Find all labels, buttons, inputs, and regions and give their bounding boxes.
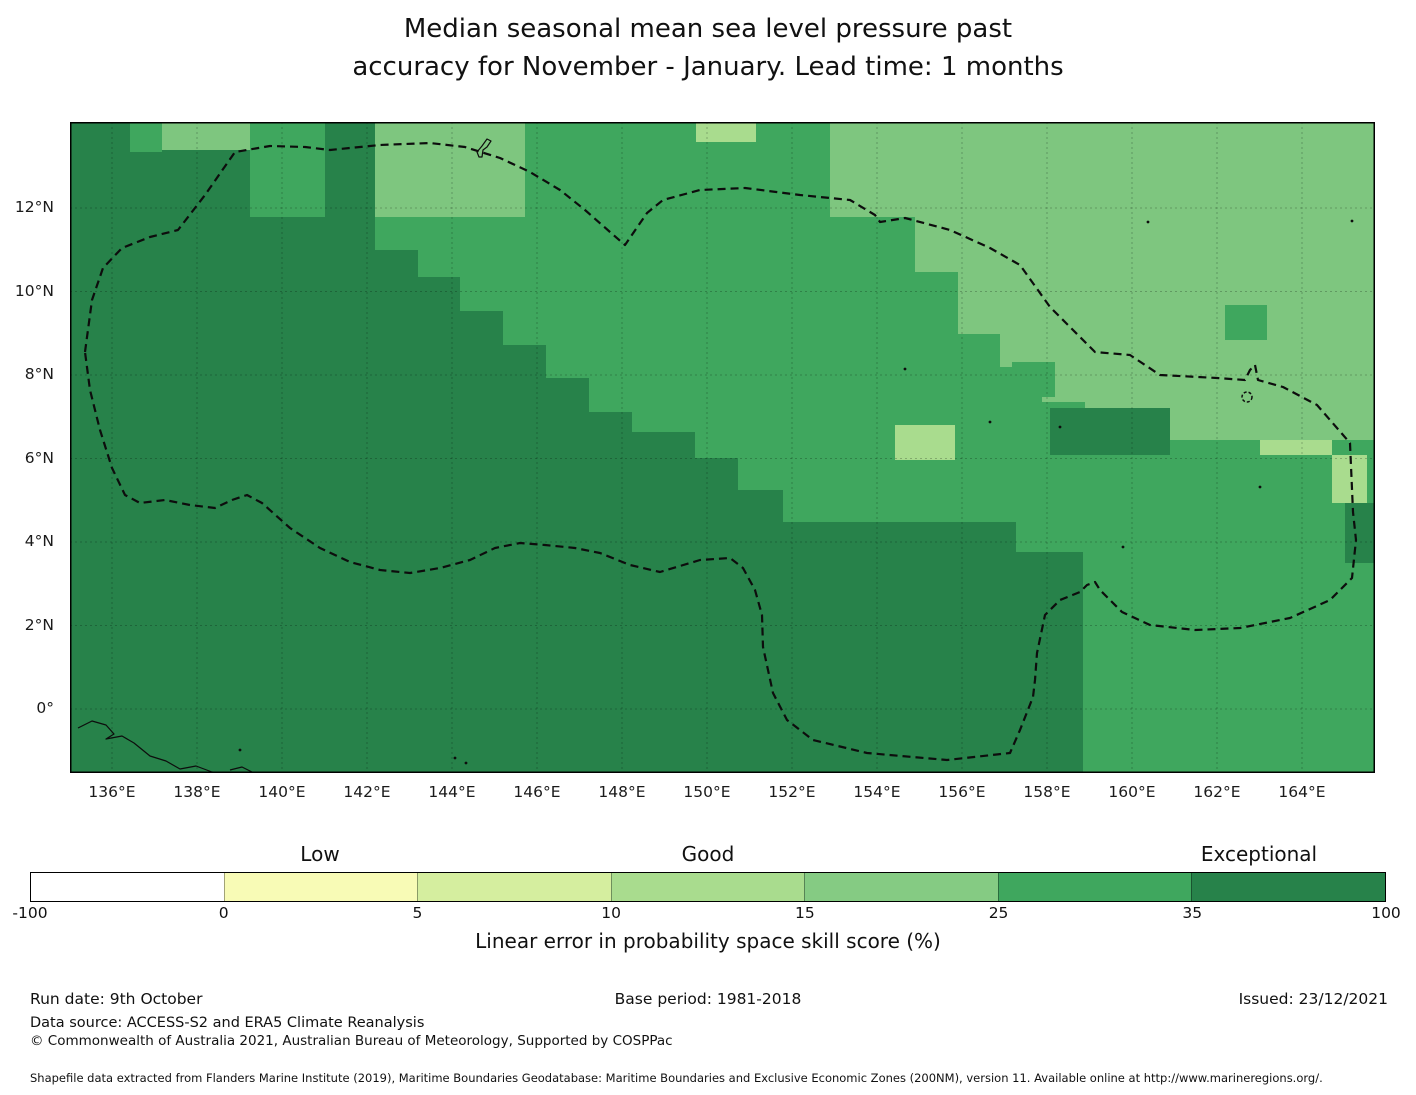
colorbar-segment <box>610 873 805 901</box>
lon-tick-label: 152°E <box>768 783 816 801</box>
skill-cell-15-25 <box>375 122 525 217</box>
chart-title: Median seasonal mean sea level pressure … <box>0 10 1416 86</box>
skill-cell-25-35 <box>1012 362 1055 397</box>
colorbar-category-labels: Low Good Exceptional <box>0 842 1416 868</box>
skill-cell-25-35 <box>130 122 162 152</box>
colorbar-tick-label: -100 <box>12 904 48 922</box>
latitude-axis-labels: 12°N 10°N 8°N 6°N 4°N 2°N 0° <box>0 122 62 773</box>
colorbar-segment <box>1191 873 1386 901</box>
lon-tick-label: 158°E <box>1023 783 1071 801</box>
colorbar-tick-label: 35 <box>1182 904 1203 922</box>
lat-tick-label: 12°N <box>14 198 54 216</box>
lon-tick-label: 160°E <box>1108 783 1156 801</box>
lon-tick-label: 136°E <box>88 783 136 801</box>
island-dot <box>464 761 468 765</box>
lat-tick-label: 8°N <box>24 365 54 383</box>
island-dot <box>1058 425 1062 429</box>
run-date-text: Run date: 9th October <box>30 990 203 1008</box>
island-dot <box>1350 219 1354 223</box>
base-period-text: Base period: 1981-2018 <box>614 990 802 1008</box>
lat-tick-label: 10°N <box>14 281 54 300</box>
lon-tick-label: 142°E <box>343 783 391 801</box>
colorbar-tick-labels: -100 0 5 10 15 25 35 100 <box>12 904 1400 924</box>
copyright-text: © Commonwealth of Australia 2021, Austra… <box>30 1033 673 1049</box>
map-frame <box>70 122 1375 773</box>
colorbar <box>30 872 1386 902</box>
colorbar-category-low: Low <box>300 842 340 866</box>
lon-tick-label: 138°E <box>173 783 221 801</box>
skill-region-15-25 <box>830 122 1375 440</box>
lat-tick-label: 4°N <box>24 532 54 550</box>
lon-tick-label: 164°E <box>1278 783 1326 801</box>
chart-title-line2: accuracy for November - January. Lead ti… <box>352 52 1064 82</box>
colorbar-category-exceptional: Exceptional <box>1200 842 1318 866</box>
island-dot <box>453 756 457 760</box>
lon-tick-label: 146°E <box>513 783 561 801</box>
skill-cell-10-15 <box>696 122 756 142</box>
eez-dashed-boundary <box>83 141 1358 762</box>
longitude-axis-labels: 136°E 138°E 140°E 142°E 144°E 146°E 148°E 150°E… <box>70 781 1375 805</box>
data-source-text: Data source: ACCESS-S2 and ERA5 Climate … <box>30 1015 425 1031</box>
colorbar-segment <box>31 873 224 901</box>
colorbar-category-good: Good <box>681 842 735 866</box>
colorbar-tick-label: 5 <box>412 904 423 922</box>
lon-tick-label: 154°E <box>853 783 901 801</box>
skill-cell-35-100 <box>1050 408 1170 455</box>
skill-cell-10-15 <box>1332 455 1367 503</box>
colorbar-tick-label: 100 <box>1371 904 1401 922</box>
colorbar-tick-label: 25 <box>988 904 1009 922</box>
colorbar-tick-label: 10 <box>601 904 622 922</box>
coastline <box>77 720 221 773</box>
island-dot <box>1121 545 1125 549</box>
island-dot <box>903 367 907 371</box>
chart-title-line1: Median seasonal mean sea level pressure … <box>403 14 1013 44</box>
lat-tick-label: 2°N <box>24 615 54 634</box>
colorbar-tick-label: 15 <box>794 904 815 922</box>
island-dot <box>1146 220 1150 224</box>
lat-tick-label: 0° <box>36 699 54 717</box>
shapefile-attribution-text: Shapefile data extracted from Flanders M… <box>30 1071 1323 1085</box>
skill-cell-10-15 <box>1260 440 1332 455</box>
colorbar-axis-label: Linear error in probability space skill … <box>475 929 941 953</box>
island-dot <box>1258 485 1262 489</box>
lon-tick-label: 162°E <box>1193 783 1241 801</box>
skill-score-map <box>70 122 1375 773</box>
skill-cell-35-100 <box>1345 503 1375 563</box>
colorbar-segment <box>804 873 998 901</box>
map-plot-area <box>70 122 1375 773</box>
coastline <box>476 138 492 158</box>
colorbar-segment <box>417 873 611 901</box>
skill-cell-10-15 <box>895 425 955 460</box>
island-dot <box>238 748 242 752</box>
issued-date-text: Issued: 23/12/2021 <box>1238 990 1388 1008</box>
island-dot <box>988 420 992 424</box>
colorbar-segment <box>997 873 1192 901</box>
skill-cell-25-35 <box>1225 305 1267 340</box>
lon-tick-label: 148°E <box>598 783 646 801</box>
lat-tick-label: 6°N <box>24 448 54 467</box>
lon-tick-label: 140°E <box>258 783 306 801</box>
eez-islet-ring <box>1241 391 1253 403</box>
lon-tick-label: 156°E <box>938 783 986 801</box>
lon-tick-label: 150°E <box>683 783 731 801</box>
skill-cell-15-25 <box>162 122 250 150</box>
colorbar-segment <box>223 873 418 901</box>
colorbar-tick-label: 0 <box>218 904 229 922</box>
skill-region-35-100 <box>70 122 1083 773</box>
skill-cell-25-35 <box>250 122 325 217</box>
coastline <box>229 766 253 773</box>
lon-tick-label: 144°E <box>428 783 476 801</box>
